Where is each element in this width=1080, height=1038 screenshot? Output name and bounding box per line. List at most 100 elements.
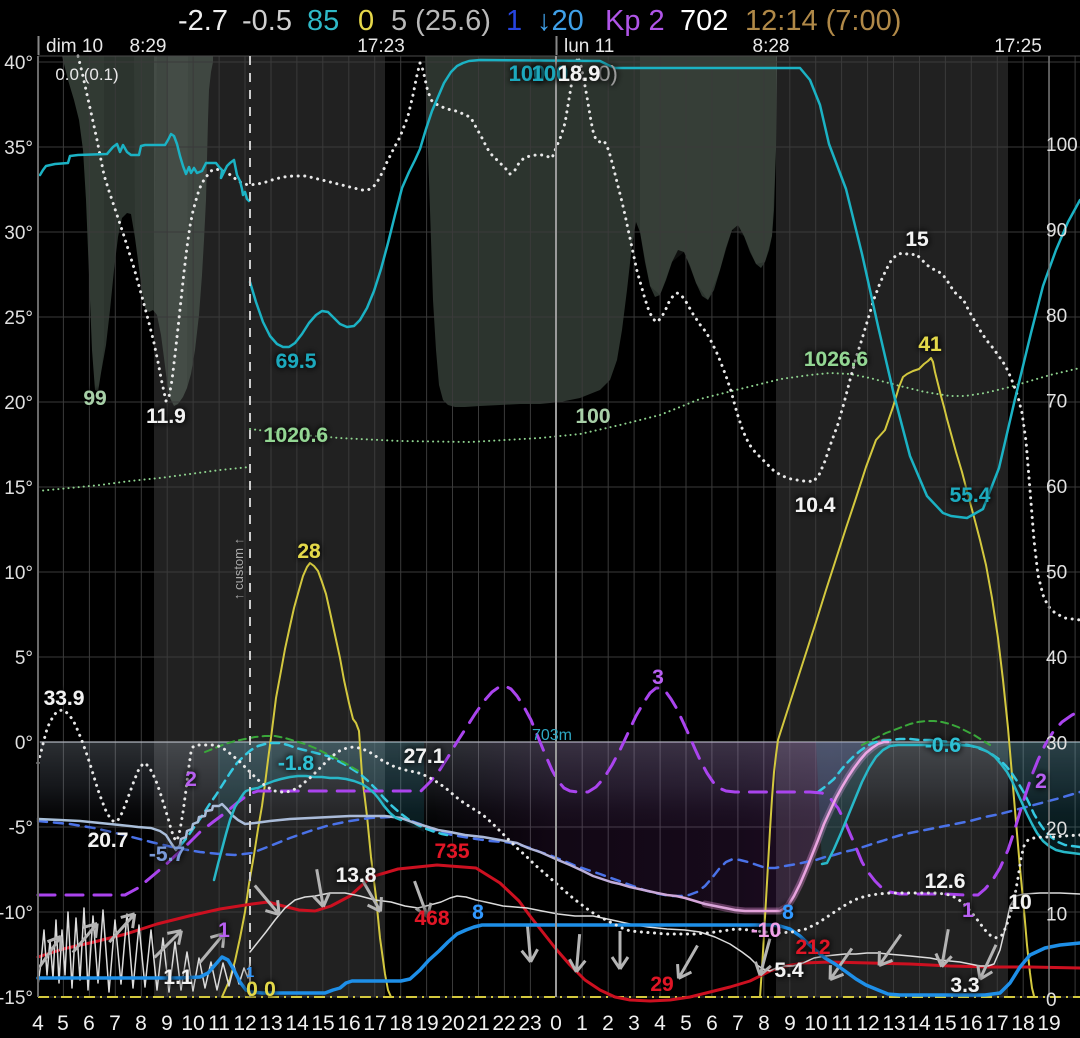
svg-text:Kp 2: Kp 2	[605, 5, 665, 37]
svg-text:90: 90	[1046, 221, 1067, 242]
svg-text:5.4: 5.4	[774, 959, 804, 982]
svg-text:0°: 0°	[15, 733, 33, 754]
svg-text:1: 1	[576, 1012, 588, 1035]
svg-text:23: 23	[518, 1012, 541, 1035]
svg-text:468: 468	[414, 907, 449, 930]
svg-text:212: 212	[795, 936, 830, 959]
svg-text:702: 702	[680, 5, 728, 37]
svg-text:40°: 40°	[4, 53, 33, 74]
svg-text:dim 10: dim 10	[46, 36, 103, 57]
svg-text:60: 60	[1046, 477, 1067, 498]
svg-text:55.4: 55.4	[950, 484, 991, 507]
svg-text:-0.6: -0.6	[925, 734, 961, 757]
svg-text:0: 0	[550, 1012, 562, 1035]
svg-text:20°: 20°	[4, 393, 33, 414]
svg-text:18.9: 18.9	[558, 61, 601, 86]
svg-text:28: 28	[297, 540, 321, 563]
svg-text:0): 0)	[598, 61, 618, 86]
svg-text:8: 8	[472, 901, 484, 924]
svg-text:↓20: ↓20	[537, 5, 584, 37]
svg-text:-5.7: -5.7	[149, 843, 185, 866]
svg-text:17:25: 17:25	[994, 36, 1042, 57]
svg-text:0: 0	[358, 5, 374, 37]
svg-text:0: 0	[264, 978, 276, 1001]
svg-text:-10: -10	[751, 919, 781, 942]
svg-text:17: 17	[985, 1012, 1008, 1035]
svg-text:10.4: 10.4	[795, 494, 836, 517]
svg-text:1: 1	[962, 899, 974, 922]
svg-text:8: 8	[758, 1012, 770, 1035]
svg-text:1: 1	[246, 964, 254, 981]
svg-text:100: 100	[509, 61, 546, 86]
svg-text:7: 7	[732, 1012, 744, 1035]
svg-text:20: 20	[1046, 819, 1067, 840]
svg-text:10: 10	[804, 1012, 827, 1035]
svg-text:15: 15	[905, 228, 929, 251]
svg-text:30°: 30°	[4, 223, 33, 244]
svg-text:15°: 15°	[4, 478, 33, 499]
svg-text:15: 15	[311, 1012, 334, 1035]
svg-text:3: 3	[652, 666, 664, 689]
svg-text:11.9: 11.9	[146, 405, 186, 428]
svg-text:10: 10	[1046, 905, 1067, 926]
svg-text:100: 100	[575, 405, 610, 428]
svg-text:5: 5	[57, 1012, 69, 1035]
svg-text:1026.6: 1026.6	[804, 348, 868, 371]
svg-text:1.1: 1.1	[163, 966, 193, 989]
svg-text:17:23: 17:23	[357, 36, 405, 57]
svg-text:-2.7: -2.7	[178, 5, 228, 37]
svg-text:↑ custom ↑: ↑ custom ↑	[231, 538, 246, 600]
svg-text:13: 13	[259, 1012, 282, 1035]
svg-text:8:28: 8:28	[753, 36, 790, 57]
svg-text:4: 4	[654, 1012, 666, 1035]
svg-text:100: 100	[1046, 135, 1078, 156]
svg-text:11: 11	[831, 1012, 853, 1035]
svg-text:703m: 703m	[532, 727, 572, 744]
svg-text:5°: 5°	[15, 648, 33, 669]
svg-text:99: 99	[83, 387, 106, 410]
svg-text:6: 6	[706, 1012, 718, 1035]
svg-text:9: 9	[161, 1012, 173, 1035]
svg-text:70: 70	[1046, 392, 1067, 413]
svg-text:3.3: 3.3	[950, 974, 979, 997]
svg-text:7: 7	[109, 1012, 121, 1035]
svg-text:14: 14	[907, 1012, 931, 1035]
svg-text:2: 2	[1035, 770, 1047, 793]
svg-text:8: 8	[135, 1012, 147, 1035]
svg-text:12:14 (7:00): 12:14 (7:00)	[745, 5, 901, 37]
svg-text:15: 15	[933, 1012, 956, 1035]
svg-text:22: 22	[492, 1012, 515, 1035]
svg-text:9: 9	[784, 1012, 796, 1035]
svg-text:25°: 25°	[4, 308, 33, 329]
svg-text:21: 21	[466, 1012, 489, 1035]
svg-text:2: 2	[185, 768, 197, 791]
svg-text:-5°: -5°	[9, 818, 34, 839]
svg-text:80: 80	[1046, 306, 1067, 327]
svg-text:1020.6: 1020.6	[264, 424, 328, 447]
svg-text:20: 20	[441, 1012, 464, 1035]
svg-text:17: 17	[363, 1012, 386, 1035]
svg-text:0: 0	[246, 978, 258, 1001]
svg-text:19: 19	[415, 1012, 438, 1035]
svg-text:lun 11: lun 11	[564, 36, 614, 57]
svg-text:85: 85	[307, 5, 339, 37]
svg-text:16: 16	[959, 1012, 982, 1035]
svg-text:-10°: -10°	[0, 903, 33, 924]
svg-text:27.1: 27.1	[404, 745, 445, 768]
svg-text:33.9: 33.9	[44, 687, 85, 710]
svg-text:1: 1	[506, 5, 522, 37]
svg-text:735: 735	[434, 840, 469, 863]
svg-text:-15°: -15°	[0, 988, 33, 1009]
svg-text:30: 30	[1046, 734, 1067, 755]
svg-text:12.6: 12.6	[925, 870, 966, 893]
svg-text:-1.8: -1.8	[278, 752, 315, 775]
svg-text:29: 29	[650, 973, 673, 996]
svg-text:12: 12	[856, 1012, 879, 1035]
svg-text:5 (25.6): 5 (25.6)	[391, 5, 491, 37]
svg-text:50: 50	[1046, 563, 1067, 584]
svg-text:8:29: 8:29	[130, 36, 167, 57]
svg-text:69.5: 69.5	[276, 350, 317, 373]
svg-text:20.7: 20.7	[88, 829, 129, 852]
svg-text:12: 12	[233, 1012, 256, 1035]
svg-text:41: 41	[918, 333, 942, 356]
